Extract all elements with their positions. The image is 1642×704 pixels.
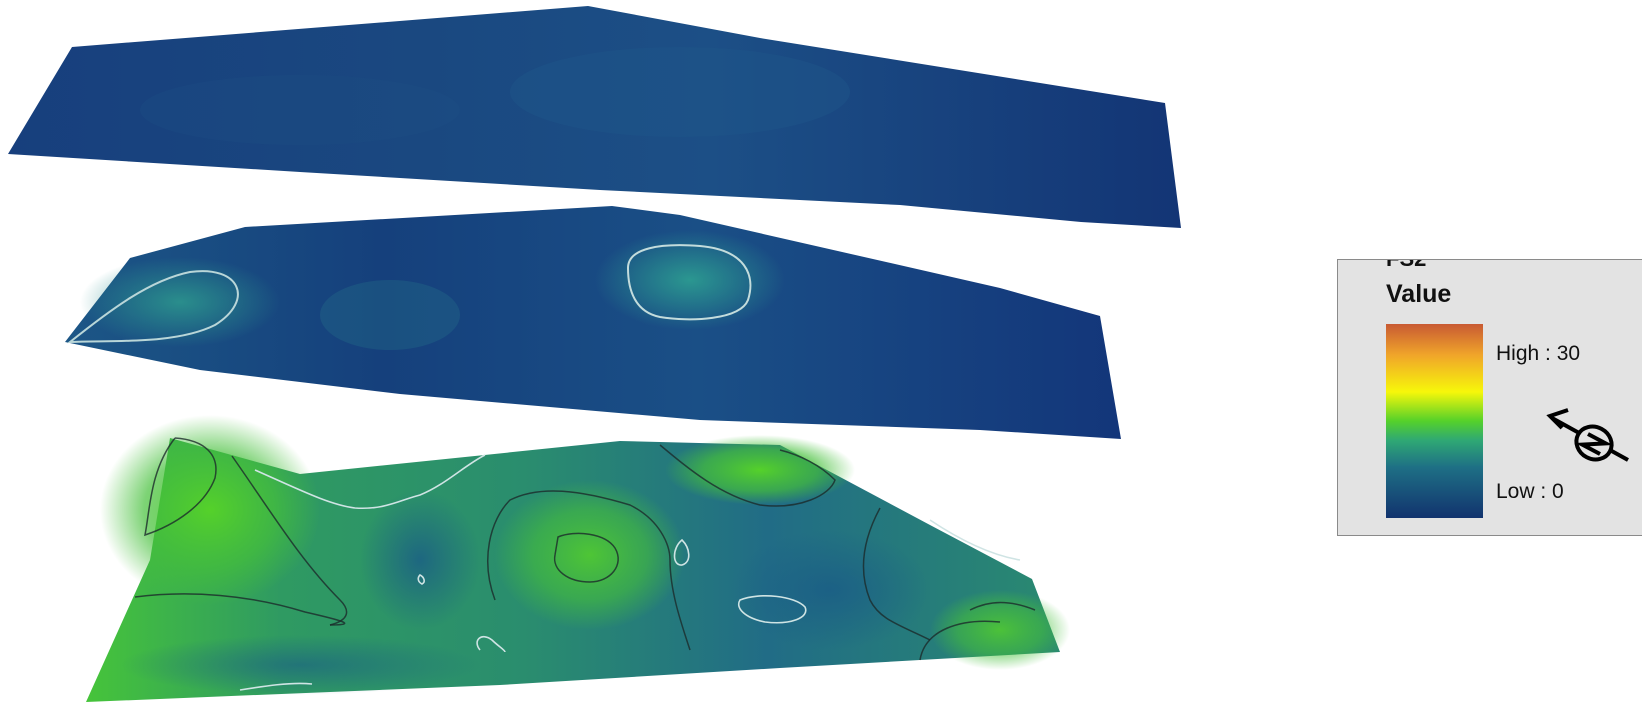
legend-color-ramp [1386,324,1483,518]
top-surface [8,6,1181,228]
legend-layer-name: FS2 [1386,260,1426,272]
legend-panel: FS2 Value High : 30 Low : 0 [1337,259,1642,536]
legend-high-label: High : 30 [1496,342,1581,365]
middle-surface [65,206,1121,439]
legend-layer-name-clip: FS2 [1338,260,1642,274]
legend-title: Value [1386,280,1452,308]
bottom-surface [86,415,1070,702]
north-arrow-icon [1546,408,1629,462]
legend-low-label: Low : 0 [1496,480,1564,503]
